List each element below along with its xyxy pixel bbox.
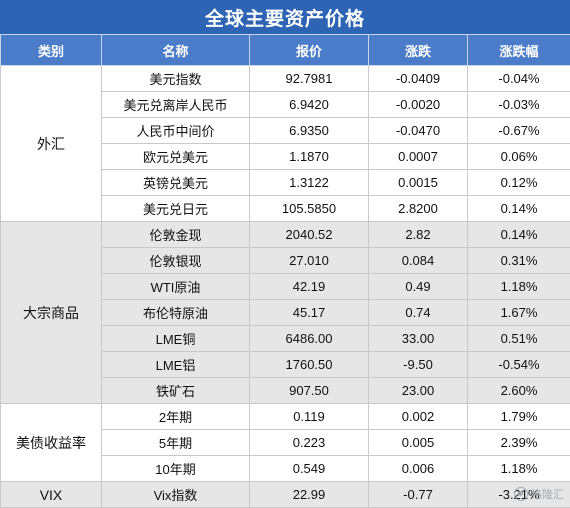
price-cell: 42.19 (250, 274, 369, 300)
change-cell: 0.0015 (369, 170, 468, 196)
change-pct-cell: -0.03% (468, 92, 570, 118)
category-cell: VIX (1, 482, 102, 508)
name-cell: 铁矿石 (102, 378, 250, 404)
price-cell: 6.9420 (250, 92, 369, 118)
change-cell: 0.084 (369, 248, 468, 274)
header-change-pct: 涨跌幅 (468, 35, 570, 66)
price-cell: 1.1870 (250, 144, 369, 170)
change-cell: 2.82 (369, 222, 468, 248)
price-cell: 0.223 (250, 430, 369, 456)
name-cell: LME铜 (102, 326, 250, 352)
name-cell: 美元兑离岸人民币 (102, 92, 250, 118)
change-cell: 0.006 (369, 456, 468, 482)
header-category: 类别 (1, 35, 102, 66)
name-cell: 10年期 (102, 456, 250, 482)
change-pct-cell: -0.67% (468, 118, 570, 144)
category-cell: 大宗商品 (1, 222, 102, 404)
change-cell: 2.8200 (369, 196, 468, 222)
name-cell: 美元兑日元 (102, 196, 250, 222)
price-cell: 27.010 (250, 248, 369, 274)
price-cell: 0.549 (250, 456, 369, 482)
watermark-text: 格隆汇 (531, 486, 564, 502)
change-cell: 0.74 (369, 300, 468, 326)
name-cell: LME铝 (102, 352, 250, 378)
change-cell: -9.50 (369, 352, 468, 378)
change-cell: -0.77 (369, 482, 468, 508)
price-cell: 1.3122 (250, 170, 369, 196)
name-cell: 人民币中间价 (102, 118, 250, 144)
name-cell: Vix指数 (102, 482, 250, 508)
change-pct-cell: 1.67% (468, 300, 570, 326)
change-pct-cell: 0.51% (468, 326, 570, 352)
header-row: 类别 名称 报价 涨跌 涨跌幅 (1, 35, 570, 66)
header-name: 名称 (102, 35, 250, 66)
name-cell: 伦敦金现 (102, 222, 250, 248)
price-cell: 1760.50 (250, 352, 369, 378)
name-cell: 英镑兑美元 (102, 170, 250, 196)
change-cell: 0.0007 (369, 144, 468, 170)
change-pct-cell: 0.31% (468, 248, 570, 274)
price-cell: 0.119 (250, 404, 369, 430)
change-cell: 0.002 (369, 404, 468, 430)
change-pct-cell: -0.54% (468, 352, 570, 378)
price-cell: 2040.52 (250, 222, 369, 248)
table-title: 全球主要资产价格 (0, 0, 570, 34)
category-cell: 外汇 (1, 66, 102, 222)
change-pct-cell: 1.18% (468, 274, 570, 300)
name-cell: 伦敦银现 (102, 248, 250, 274)
header-change: 涨跌 (369, 35, 468, 66)
change-pct-cell: -0.04% (468, 66, 570, 92)
price-cell: 45.17 (250, 300, 369, 326)
name-cell: 5年期 (102, 430, 250, 456)
change-cell: 33.00 (369, 326, 468, 352)
change-pct-cell: 2.39% (468, 430, 570, 456)
gelonghui-logo-icon (514, 487, 528, 501)
price-cell: 92.7981 (250, 66, 369, 92)
price-cell: 6486.00 (250, 326, 369, 352)
watermark: 格隆汇 (514, 486, 564, 502)
change-pct-cell: 0.12% (468, 170, 570, 196)
price-cell: 907.50 (250, 378, 369, 404)
change-pct-cell: 1.79% (468, 404, 570, 430)
price-cell: 6.9350 (250, 118, 369, 144)
name-cell: 2年期 (102, 404, 250, 430)
change-pct-cell: 1.18% (468, 456, 570, 482)
price-cell: 22.99 (250, 482, 369, 508)
change-pct-cell: 0.14% (468, 222, 570, 248)
change-cell: -0.0020 (369, 92, 468, 118)
change-cell: 0.005 (369, 430, 468, 456)
change-cell: -0.0470 (369, 118, 468, 144)
change-cell: -0.0409 (369, 66, 468, 92)
price-cell: 105.5850 (250, 196, 369, 222)
name-cell: 美元指数 (102, 66, 250, 92)
name-cell: 欧元兑美元 (102, 144, 250, 170)
change-pct-cell: 0.14% (468, 196, 570, 222)
change-pct-cell: 2.60% (468, 378, 570, 404)
change-pct-cell: 0.06% (468, 144, 570, 170)
change-cell: 23.00 (369, 378, 468, 404)
name-cell: WTI原油 (102, 274, 250, 300)
name-cell: 布伦特原油 (102, 300, 250, 326)
category-cell: 美债收益率 (1, 404, 102, 482)
change-cell: 0.49 (369, 274, 468, 300)
header-price: 报价 (250, 35, 369, 66)
